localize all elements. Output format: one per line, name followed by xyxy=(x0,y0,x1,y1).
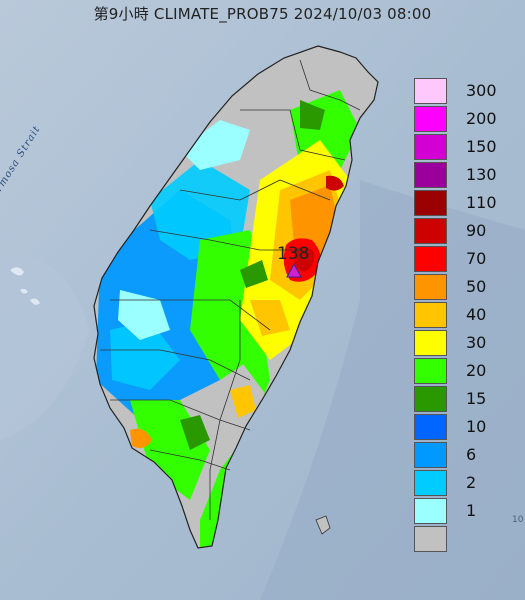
legend-label: 70 xyxy=(466,249,487,268)
legend-swatch xyxy=(414,470,447,496)
legend-swatch xyxy=(414,190,447,216)
peak-triangle-icon xyxy=(286,262,302,278)
legend-label: 200 xyxy=(466,109,497,128)
legend-swatch xyxy=(414,78,447,104)
penghu-islands xyxy=(10,267,40,305)
legend-swatch xyxy=(414,162,447,188)
legend-swatch xyxy=(414,218,447,244)
legend-swatch xyxy=(414,134,447,160)
legend-swatch xyxy=(414,498,447,524)
legend-label: 30 xyxy=(466,333,487,352)
legend-swatch xyxy=(414,274,447,300)
legend-label: 300 xyxy=(466,81,497,100)
map-title: 第9小時 CLIMATE_PROB75 2024/10/03 08:00 xyxy=(93,5,432,23)
lanyu-island xyxy=(315,515,331,535)
legend-swatch xyxy=(414,526,447,552)
legend-label: 1 xyxy=(466,501,477,520)
legend-label: 20 xyxy=(466,361,487,380)
legend-swatch xyxy=(414,106,447,132)
legend-swatch xyxy=(414,414,447,440)
edge-label: 10 xyxy=(512,515,524,525)
legend-label: 15 xyxy=(466,389,487,408)
deep-sea xyxy=(260,180,525,600)
legend-label: 10 xyxy=(466,417,487,436)
legend-swatch xyxy=(414,386,447,412)
legend-swatch xyxy=(414,246,447,272)
legend-label: 50 xyxy=(466,277,487,296)
legend-label: 110 xyxy=(466,193,497,212)
legend-swatch xyxy=(414,330,447,356)
legend-swatch xyxy=(414,302,447,328)
legend-label: 40 xyxy=(466,305,487,324)
shallow-sea xyxy=(0,256,90,440)
peak-value-label: 138 xyxy=(277,244,310,264)
coastline xyxy=(93,45,379,549)
legend-swatch xyxy=(414,358,447,384)
legend-label: 90 xyxy=(466,221,487,240)
legend-label: 6 xyxy=(466,445,477,464)
legend-label: 150 xyxy=(466,137,497,156)
county-borders xyxy=(100,59,361,520)
legend-swatch xyxy=(414,442,447,468)
legend-label: 130 xyxy=(466,165,497,184)
legend-label: 2 xyxy=(466,473,477,492)
